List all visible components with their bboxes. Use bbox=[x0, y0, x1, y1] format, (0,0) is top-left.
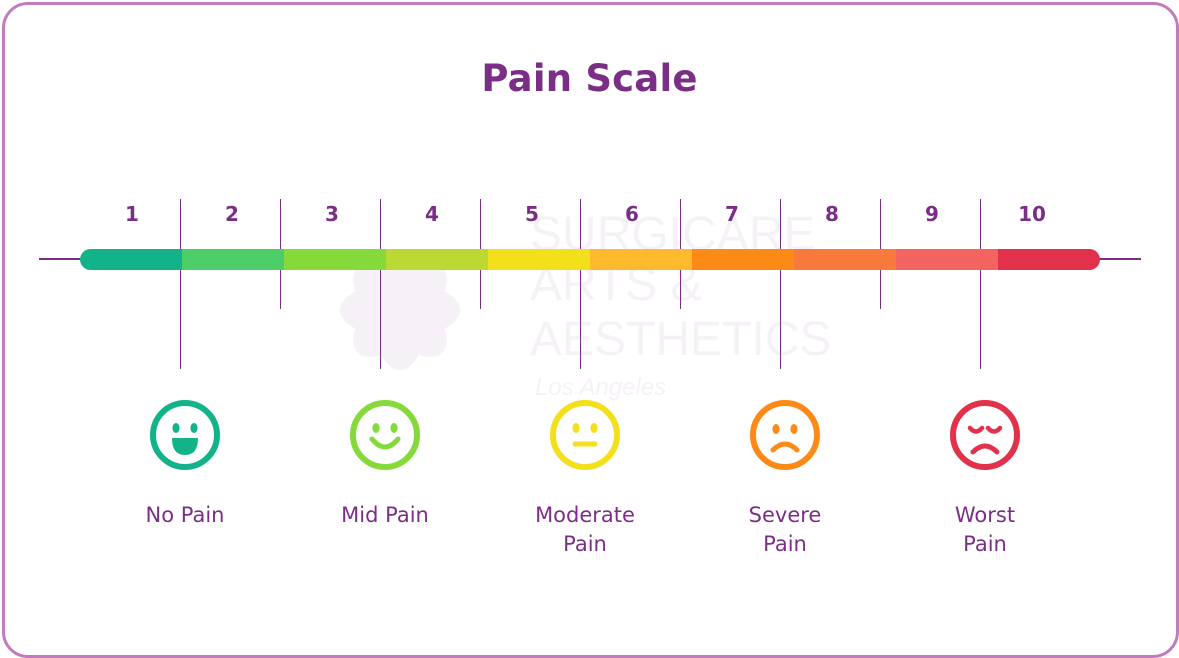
bar-segment bbox=[590, 249, 692, 270]
pain-level-label: Severe Pain bbox=[695, 501, 875, 559]
scale-divider bbox=[380, 199, 381, 369]
bar-segment bbox=[896, 249, 998, 270]
scale-number: 9 bbox=[925, 202, 939, 226]
scale-divider bbox=[980, 199, 981, 369]
scale-number: 3 bbox=[325, 202, 339, 226]
bar-segment bbox=[794, 249, 896, 270]
pain-level-label: Mid Pain bbox=[295, 501, 475, 530]
scale-number: 1 bbox=[125, 202, 139, 226]
page-title: Pain Scale bbox=[481, 57, 698, 100]
scale-divider bbox=[580, 199, 581, 369]
label-line-1: Mid Pain bbox=[341, 503, 429, 527]
bar-segment bbox=[488, 249, 590, 270]
scale-number: 4 bbox=[425, 202, 439, 226]
scale-number: 10 bbox=[1018, 202, 1046, 226]
scale-divider bbox=[780, 199, 781, 369]
label-line-1: Moderate bbox=[535, 503, 635, 527]
label-line-1: No Pain bbox=[145, 503, 225, 527]
label-line-1: Severe bbox=[748, 503, 822, 527]
bar-segment bbox=[692, 249, 794, 270]
scale-divider bbox=[180, 199, 181, 369]
label-line-1: Worst bbox=[954, 503, 1016, 527]
crying-face-icon bbox=[948, 398, 1022, 472]
very-happy-face-icon bbox=[148, 398, 222, 472]
label-line-2: Pain bbox=[963, 532, 1007, 556]
scale-number: 5 bbox=[525, 202, 539, 226]
label-line-2: Pain bbox=[763, 532, 807, 556]
pain-level-label: No Pain bbox=[95, 501, 275, 530]
svg-text:AESTHETICS: AESTHETICS bbox=[530, 313, 831, 366]
bar-segment bbox=[284, 249, 386, 270]
bar-segment bbox=[182, 249, 284, 270]
scale-number: 8 bbox=[825, 202, 839, 226]
sad-face-icon bbox=[748, 398, 822, 472]
pain-gradient-bar bbox=[80, 249, 1100, 270]
pain-level-label: Worst Pain bbox=[895, 501, 1075, 559]
svg-text:Los Angeles: Los Angeles bbox=[535, 374, 666, 401]
pain-level-label: Moderate Pain bbox=[495, 501, 675, 559]
scale-number: 6 bbox=[625, 202, 639, 226]
watermark-logo: SURGICARE ARTS & AESTHETICS Los Angeles bbox=[340, 208, 831, 401]
scale-number: 2 bbox=[225, 202, 239, 226]
scale-number: 7 bbox=[725, 202, 739, 226]
label-line-2: Pain bbox=[563, 532, 607, 556]
bar-segment bbox=[386, 249, 488, 270]
smiling-face-icon bbox=[348, 398, 422, 472]
bar-segment bbox=[80, 249, 182, 270]
bar-segment bbox=[998, 249, 1100, 270]
neutral-face-icon bbox=[548, 398, 622, 472]
